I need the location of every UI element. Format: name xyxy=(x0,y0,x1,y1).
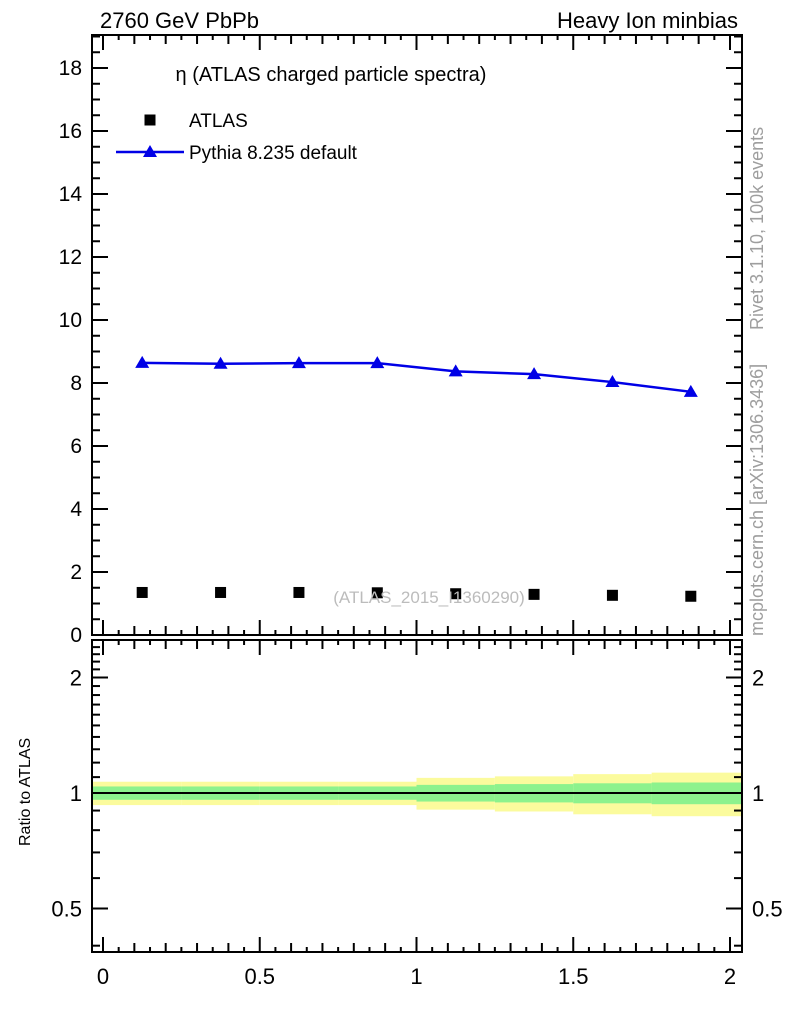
pythia-line xyxy=(142,361,691,394)
header-beam-info: 2760 GeV PbPb xyxy=(100,8,259,33)
legend-label-atlas: ATLAS xyxy=(189,111,248,132)
atlas-data-point xyxy=(606,589,618,601)
legend-triangle-marker xyxy=(143,145,157,157)
main-y-tick-label: 18 xyxy=(59,57,82,80)
x-axis-tick-label: 0.5 xyxy=(244,964,275,989)
ratio-y-tick-label-left: 0.5 xyxy=(51,897,82,922)
data-series xyxy=(135,355,698,602)
ratio-y-tick-label-right: 0.5 xyxy=(752,897,783,922)
ratio-axis-label: Ratio to ATLAS xyxy=(17,738,34,846)
main-y-tick-label: 10 xyxy=(59,309,82,332)
atlas-data-point xyxy=(215,586,227,598)
pythia-data-point xyxy=(370,356,385,369)
ratio-y-tick-label-right: 2 xyxy=(752,666,764,691)
x-axis-tick-label: 1 xyxy=(410,964,422,989)
atlas-data-point xyxy=(685,590,697,602)
main-y-tick-label: 0 xyxy=(70,624,82,647)
main-y-tick-label: 4 xyxy=(70,498,82,521)
x-axis-tick-label: 0 xyxy=(97,964,109,989)
rivet-version-caption: Rivet 3.1.10, 100k events xyxy=(747,127,767,330)
main-y-tick-label: 14 xyxy=(59,183,83,206)
atlas-data-point xyxy=(293,586,305,598)
panel-frames xyxy=(91,34,743,953)
pythia-data-point xyxy=(683,384,698,397)
analysis-id-watermark: (ATLAS_2015_I1360290) xyxy=(333,588,525,607)
legend-label-pythia: Pythia 8.235 default xyxy=(189,143,358,164)
atlas-data-point xyxy=(136,586,148,598)
plot-title: η (ATLAS charged particle spectra) xyxy=(176,64,487,86)
pythia-data-point xyxy=(213,356,228,369)
legend-square-marker xyxy=(144,114,156,126)
atlas-data-point xyxy=(371,587,383,599)
main-y-tick-label: 2 xyxy=(70,561,82,584)
ratio-uncertainty-bands xyxy=(92,772,742,817)
mcplots-arxiv-caption: mcplots.cern.ch [arXiv:1306.3436] xyxy=(747,364,767,636)
x-axis-tick-label: 1.5 xyxy=(558,964,589,989)
atlas-data-point xyxy=(450,588,462,600)
pythia-data-point xyxy=(605,375,620,388)
ratio-y-tick-label-left: 2 xyxy=(70,666,82,691)
pythia-data-point xyxy=(448,364,463,377)
atlas-data-point xyxy=(528,588,540,600)
main-y-tick-label: 16 xyxy=(59,120,82,143)
legend: ATLAS Pythia 8.235 default xyxy=(116,111,358,164)
ratio-y-tick-label-right: 1 xyxy=(752,781,764,806)
ratio-y-tick-label-left: 1 xyxy=(70,781,82,806)
pythia-data-point xyxy=(291,356,306,369)
main-y-tick-label: 12 xyxy=(59,246,82,269)
main-y-tick-label: 6 xyxy=(70,435,82,458)
header-process-info: Heavy Ion minbias xyxy=(557,8,738,33)
x-axis-tick-label: 2 xyxy=(724,964,736,989)
pythia-data-point xyxy=(527,367,542,380)
main-y-tick-label: 8 xyxy=(70,372,82,395)
pythia-data-point xyxy=(135,355,150,368)
